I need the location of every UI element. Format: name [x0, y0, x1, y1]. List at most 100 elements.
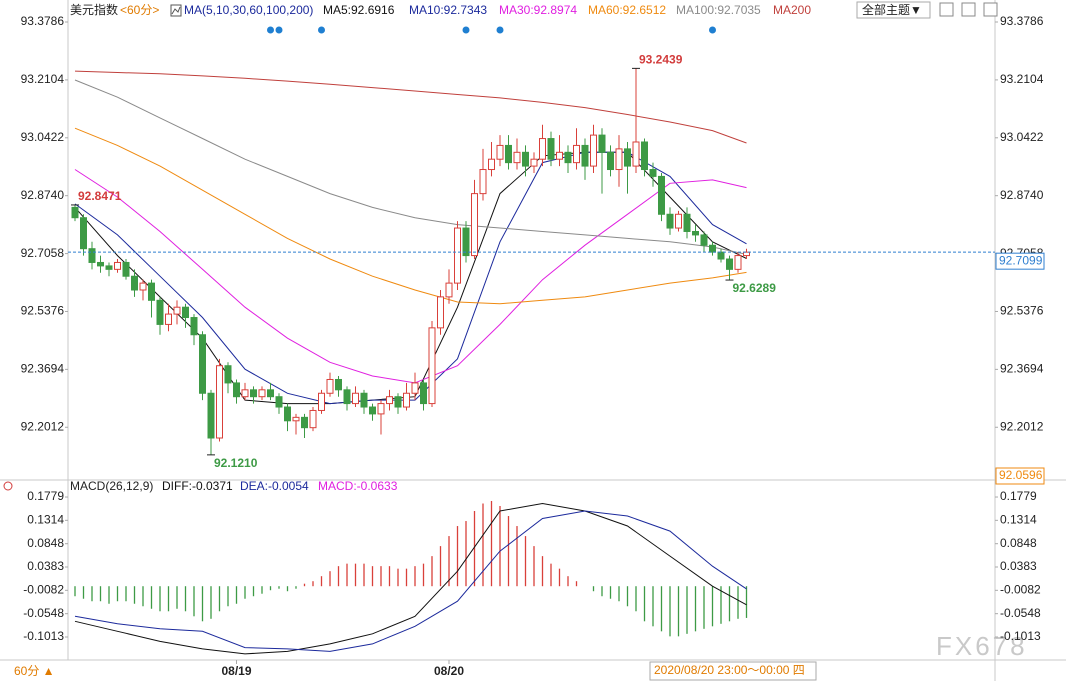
candle-body: [454, 227, 461, 284]
y-tick-label: -0.0082: [1000, 582, 1041, 596]
candle-body: [547, 138, 555, 160]
y-tick-label: -0.1013: [23, 629, 64, 643]
candle-body: [496, 144, 504, 160]
candle-body: [624, 148, 631, 167]
event-marker: [275, 26, 283, 34]
candle-body: [148, 282, 155, 301]
time-range: 2020/08/20 23:00～00:00 四: [654, 663, 805, 677]
settings-icon[interactable]: [3, 481, 13, 491]
candle-body: [556, 151, 563, 160]
y-tick-label: 93.0422: [1000, 130, 1044, 144]
axis-min-box: [995, 467, 1045, 485]
y-tick-label: 92.8740: [1000, 188, 1044, 202]
y-tick-label: -0.0082: [23, 582, 64, 596]
y-tick-label: 92.3694: [21, 362, 65, 376]
candle-body: [692, 230, 699, 236]
event-marker: [709, 26, 716, 34]
candle-body: [267, 389, 274, 398]
period[interactable]: <60分>: [120, 3, 159, 17]
legend-entry: MA30:92.8974: [499, 3, 577, 17]
candle-body: [275, 396, 283, 408]
candle-body: [131, 275, 138, 291]
y-tick-label: -0.0548: [1000, 606, 1041, 620]
candle-body: [700, 234, 708, 246]
toolbar-button[interactable]: [961, 2, 976, 17]
watermark: FX678: [936, 631, 1028, 661]
candle-body: [343, 389, 351, 405]
legend-entry: MA10:92.7343: [409, 3, 487, 17]
candle-body: [156, 299, 164, 325]
toolbar-button[interactable]: [939, 2, 954, 17]
candle-body: [675, 213, 682, 229]
symbol: 美元指数: [70, 2, 118, 17]
y-tick-label: 93.2104: [21, 72, 65, 86]
y-tick-label: 0.1779: [27, 489, 64, 503]
candle-body: [590, 134, 597, 167]
candle-body: [717, 251, 725, 260]
candle-body: [403, 392, 410, 408]
candle-body: [165, 313, 172, 325]
axis-min-label: 92.0596: [999, 468, 1043, 482]
candle-body: [318, 392, 325, 411]
candle-body: [139, 282, 147, 291]
legend-entry: MACD:-0.0633: [318, 479, 398, 493]
y-tick-label: -0.1013: [1000, 629, 1041, 643]
y-tick-label: 0.0848: [27, 536, 64, 550]
macd-line: [74, 502, 747, 655]
period-button[interactable]: 60分 ▲: [14, 664, 55, 678]
candle-body: [513, 151, 521, 164]
legend-entry: MA60:92.6512: [588, 3, 666, 17]
legend-entry: MA5:92.6916: [323, 3, 395, 17]
candle-body: [709, 244, 716, 253]
toolbar-button[interactable]: [983, 2, 998, 17]
candle-body: [199, 334, 206, 394]
event-marker: [318, 26, 325, 34]
candle-body: [233, 382, 240, 398]
indicator-icon-glyph: [171, 6, 181, 15]
legend-entry: MA200: [773, 3, 811, 17]
candle-body: [173, 306, 181, 315]
y-tick-label: 0.0848: [1000, 536, 1037, 550]
candle-body: [241, 389, 249, 398]
theme-button[interactable]: [856, 1, 931, 19]
event-marker: [462, 26, 470, 34]
y-tick-label: 0.0383: [27, 559, 64, 573]
candle-body: [445, 282, 453, 298]
candle-body: [420, 382, 427, 405]
candle-body: [743, 251, 750, 257]
ma-line: [74, 79, 747, 255]
candle-body: [88, 248, 96, 263]
candle-body: [309, 409, 317, 429]
current-price-label: 92.7099: [999, 253, 1043, 267]
macd-line: [74, 510, 747, 652]
y-tick-label: 93.2104: [1000, 72, 1044, 86]
macd-title: MACD(26,12,9): [70, 479, 153, 493]
y-tick-label: 93.3786: [21, 14, 65, 28]
candle-body: [607, 151, 614, 171]
y-tick-label: 92.2012: [21, 419, 65, 433]
time-range-box: [649, 661, 817, 681]
candle-body: [471, 193, 478, 257]
y-tick-label: -0.0548: [23, 606, 64, 620]
candle-body: [658, 175, 665, 215]
y-tick-label: 0.1314: [1000, 513, 1037, 527]
event-marker: [496, 26, 504, 34]
candle-body: [539, 138, 546, 160]
candle-body: [250, 389, 257, 398]
candle-body: [301, 416, 308, 429]
candle-body: [437, 296, 444, 329]
candle-body: [80, 217, 87, 250]
candle-body: [292, 416, 300, 422]
candle-body: [207, 392, 215, 439]
indicator-icon[interactable]: [170, 4, 182, 17]
candle-body: [411, 382, 419, 394]
candle-body: [641, 141, 648, 171]
candle-body: [428, 327, 436, 405]
candle-body: [394, 396, 402, 408]
legend-entry: MA100:92.7035: [676, 3, 761, 17]
candle-body: [726, 258, 733, 270]
event-marker: [267, 26, 274, 34]
annotation: 93.2439: [639, 53, 683, 67]
candle-body: [326, 378, 334, 394]
y-tick-label: 92.2012: [1000, 419, 1044, 433]
